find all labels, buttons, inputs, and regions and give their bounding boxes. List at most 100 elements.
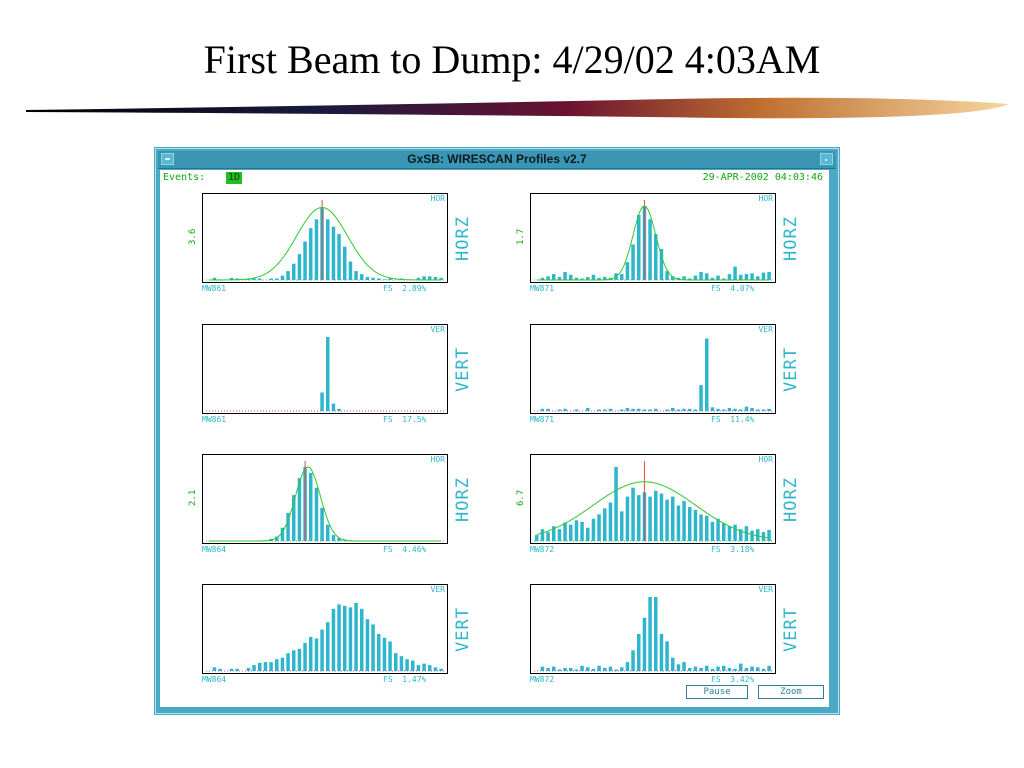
profile-bar	[309, 472, 313, 541]
profile-bar	[637, 408, 641, 411]
profile-bar	[733, 524, 737, 541]
profile-bar	[365, 277, 370, 280]
profile-svg	[206, 461, 446, 542]
profile-bar	[286, 271, 290, 280]
profile-bar	[727, 526, 732, 541]
profile-bar	[620, 409, 624, 411]
profile-bar	[761, 668, 766, 671]
profile-bar	[597, 409, 601, 411]
profile-bar	[648, 409, 652, 411]
profile-bar	[631, 408, 635, 411]
plane-tag: HOR	[430, 455, 445, 464]
profile-bar	[767, 665, 771, 671]
profile-bar	[422, 663, 426, 671]
profile-bar	[258, 662, 262, 671]
profile-bar	[631, 650, 635, 671]
plane-side-label: HORZ	[453, 477, 473, 522]
profile-bar	[722, 409, 726, 411]
profile-bar	[699, 385, 703, 411]
profile-bar	[654, 490, 658, 541]
profile-bar	[546, 408, 550, 411]
profile-bar	[303, 642, 307, 671]
amplitude-scale-label: 2.1	[188, 489, 198, 506]
full-scale-percent: FS 1.47%	[383, 675, 427, 684]
profile-bar	[557, 277, 562, 280]
window-minimize-button[interactable]	[820, 153, 833, 165]
profile-bar	[739, 409, 743, 411]
profile-bar	[620, 511, 624, 541]
profile-bar	[540, 408, 545, 411]
profile-bar	[744, 406, 749, 411]
profile-bar	[326, 337, 330, 411]
zoom-button[interactable]: Zoom	[758, 685, 824, 699]
amplitude-scale-label: 6.7	[516, 489, 526, 506]
profile-bar	[603, 508, 607, 541]
profile-bar	[574, 277, 579, 280]
profile-bar	[354, 602, 358, 671]
profile-plot-mw864-v: VER	[202, 584, 448, 674]
profile-bar	[580, 665, 584, 671]
window-titlebar[interactable]: GxSB: WIRESCAN Profiles v2.7	[158, 151, 836, 169]
profile-bar	[320, 629, 324, 671]
profile-bar	[337, 604, 341, 671]
profile-svg	[534, 597, 774, 672]
profile-svg	[534, 461, 774, 542]
profile-bar	[371, 277, 375, 280]
profile-bar	[744, 274, 749, 280]
profile-bar	[727, 408, 732, 411]
profile-bar	[337, 538, 341, 541]
plane-side-label: VERT	[781, 347, 801, 392]
profile-bar	[625, 496, 630, 541]
title-underline-swoosh	[26, 97, 1009, 119]
profile-bar	[263, 662, 268, 671]
profile-bar	[597, 665, 601, 671]
profile-bar	[439, 668, 443, 671]
events-label: Events:	[163, 172, 206, 183]
profile-bar	[733, 408, 737, 411]
profile-bar	[750, 408, 754, 411]
plane-tag: VER	[758, 325, 773, 334]
profile-bar	[722, 523, 726, 541]
profile-bar	[603, 668, 607, 671]
profile-bar	[693, 509, 698, 541]
plane-tag: HOR	[758, 194, 773, 203]
profile-bar	[280, 657, 285, 671]
profile-bar	[642, 409, 647, 411]
monitor-name: MW861	[202, 415, 227, 424]
profile-bar	[693, 275, 698, 280]
window-menu-button[interactable]	[161, 153, 174, 165]
plane-side-label: HORZ	[781, 216, 801, 261]
profile-bar	[659, 634, 664, 671]
pause-button[interactable]: Pause	[686, 685, 748, 699]
profile-bar	[761, 272, 766, 280]
profile-bar	[433, 667, 438, 671]
profile-bar	[411, 660, 415, 671]
profile-plot-mw861-h: HOR	[202, 193, 448, 283]
profile-bar	[614, 467, 618, 541]
plane-side-label: VERT	[781, 607, 801, 652]
profile-bar	[744, 668, 749, 671]
profile-bar	[761, 532, 766, 541]
profile-bar	[252, 665, 256, 671]
profile-bar	[552, 526, 556, 541]
monitor-name: MW872	[530, 545, 555, 554]
profile-bar	[433, 277, 438, 280]
profile-bar	[309, 637, 313, 671]
profile-bar	[705, 338, 709, 411]
profile-plot-mw871-v: VER	[530, 324, 776, 414]
profile-bar	[586, 527, 590, 541]
profile-bar	[439, 277, 443, 280]
plane-tag: HOR	[758, 455, 773, 464]
profile-bar	[348, 607, 353, 671]
profile-bar	[337, 234, 341, 280]
profile-bar	[620, 667, 624, 671]
profile-bar	[648, 219, 652, 280]
profile-bar	[354, 271, 358, 280]
profile-bar	[750, 273, 754, 280]
full-scale-percent: FS 17.5%	[383, 415, 427, 424]
profile-bar	[688, 668, 692, 671]
profile-bar	[767, 271, 771, 280]
profile-bar	[275, 536, 279, 541]
window-frame	[155, 148, 839, 714]
profile-bar	[716, 408, 720, 411]
